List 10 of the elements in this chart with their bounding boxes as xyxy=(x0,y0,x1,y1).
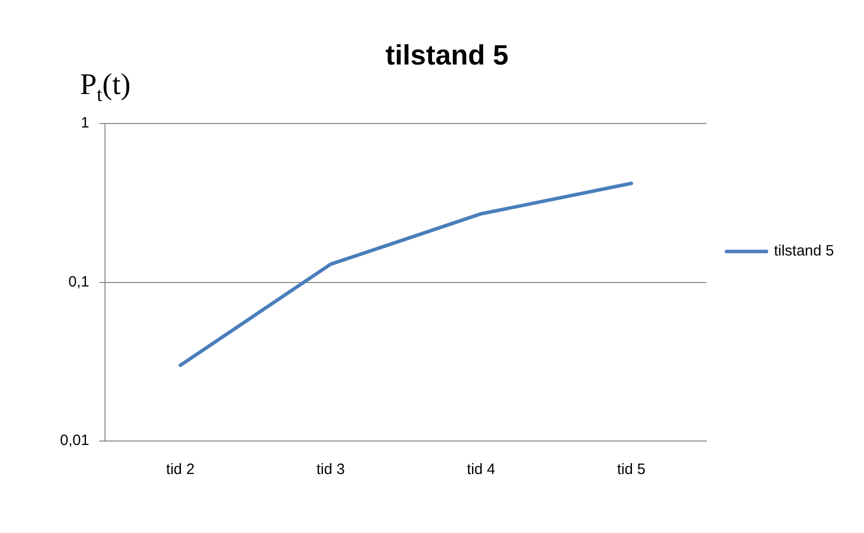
x-tick-label: tid 4 xyxy=(466,461,496,478)
x-tick-label: tid 2 xyxy=(166,461,195,478)
y-tick-label: 0,01 xyxy=(60,432,90,450)
y-axis-title: P$_{t}$(t) xyxy=(80,68,131,107)
legend-label: tilstand 5 xyxy=(774,242,834,260)
chart-title: tilstand 5 xyxy=(386,40,508,71)
y-tick-label: 1 xyxy=(80,114,90,132)
y-tick-label: 0,1 xyxy=(68,273,90,290)
x-tick-label: tid 5 xyxy=(617,461,646,478)
x-tick-label: tid 3 xyxy=(316,461,345,478)
